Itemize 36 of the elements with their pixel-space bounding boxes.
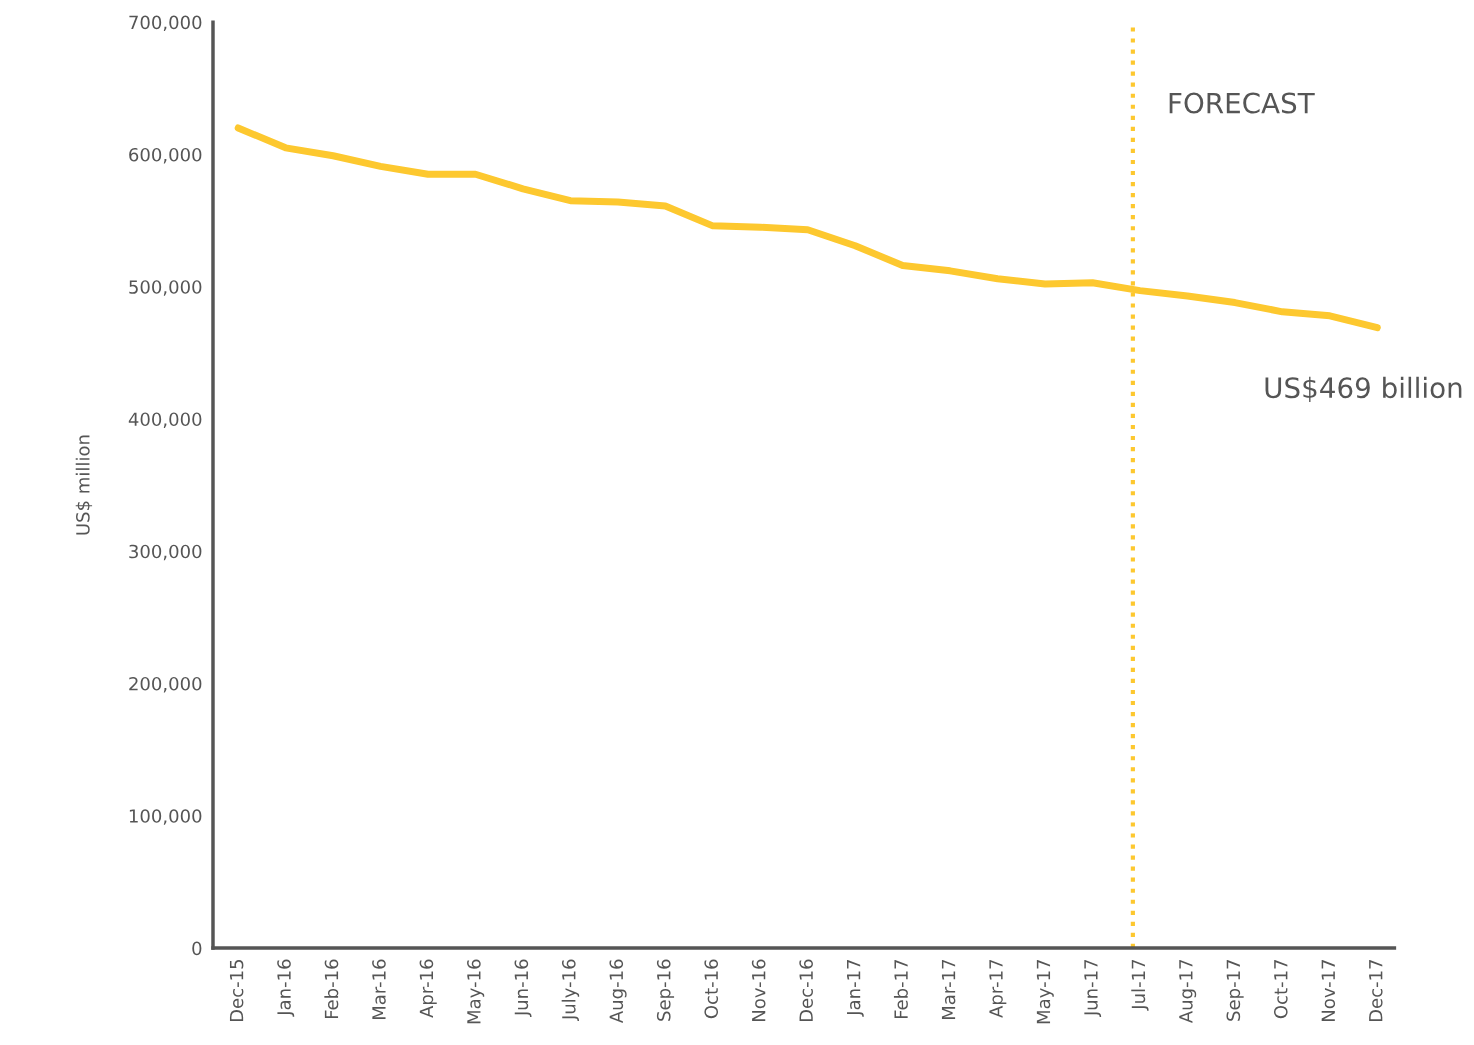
x-tick-label: May-17 — [1036, 959, 1054, 1024]
x-tick-label: Jan-17 — [847, 959, 864, 1017]
x-tick-label: Aug-17 — [1179, 959, 1197, 1024]
x-tick-label: Nov-17 — [1321, 959, 1336, 1021]
x-tick-label: Mar-16 — [372, 959, 386, 1020]
x-tick-label: Feb-17 — [893, 959, 908, 1019]
x-tick-label: Jun-16 — [514, 959, 532, 1018]
x-tick-label: Sep-16 — [656, 959, 675, 1021]
x-tick-label: Jan-16 — [277, 959, 295, 1017]
y-tick-label: 300,000 — [129, 544, 202, 561]
y-tick-label: 400,000 — [128, 412, 202, 428]
y-tick-label: 600,000 — [129, 147, 202, 164]
x-tick-label: Mar-17 — [941, 959, 956, 1020]
y-tick-label: 100,000 — [129, 809, 202, 825]
x-tick-label: Dec-16 — [799, 959, 813, 1022]
x-tick-label: Feb-16 — [324, 959, 339, 1019]
annotation: FORECAST — [1169, 92, 1315, 114]
y-axis-title: US$ million — [75, 435, 93, 535]
x-tick-label: Aug-16 — [609, 959, 627, 1024]
annotation: US$469 billion — [1265, 376, 1462, 402]
y-tick-label: 500,000 — [129, 280, 202, 296]
x-tick-label: Apr-16 — [419, 959, 437, 1018]
y-tick-label: 200,000 — [129, 676, 202, 693]
x-tick-label: Dec-17 — [1369, 959, 1383, 1022]
y-tick-label: 700,000 — [129, 15, 202, 32]
x-tick-label: Jun-17 — [1084, 959, 1102, 1018]
x-tick-label: Jul-17 — [1131, 959, 1149, 1011]
x-tick-label: May-16 — [467, 959, 485, 1024]
x-tick-label: Sep-17 — [1226, 959, 1244, 1021]
x-tick-label: July-16 — [561, 959, 580, 1022]
x-tick-label: Nov-16 — [751, 959, 766, 1021]
x-tick-label: Oct-17 — [1273, 959, 1288, 1019]
x-tick-label: Dec-15 — [229, 960, 244, 1022]
y-tick-label: 0 — [192, 941, 202, 956]
x-tick-label: Apr-17 — [989, 959, 1007, 1018]
x-tick-label: Oct-16 — [704, 959, 719, 1019]
